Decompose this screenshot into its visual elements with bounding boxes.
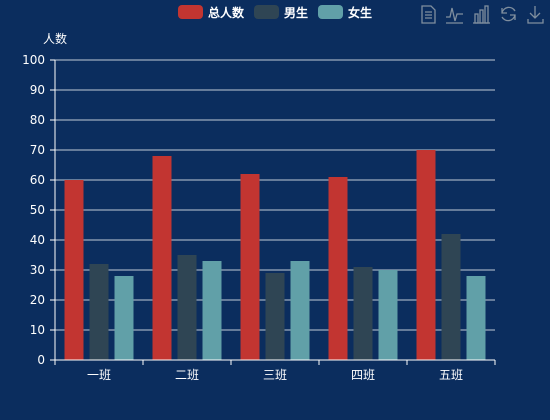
bar-3-5[interactable] (466, 276, 486, 360)
y-tick-label: 10 (30, 323, 45, 337)
bar-3-1[interactable] (114, 276, 134, 360)
legend-swatch (254, 5, 279, 19)
y-tick-label: 70 (30, 143, 45, 157)
bar-1-4[interactable] (328, 177, 348, 360)
x-tick-label: 四班 (351, 368, 375, 382)
legend-swatch (318, 5, 343, 19)
bar-1-3[interactable] (240, 174, 260, 360)
legend-item-2[interactable]: 男生 (254, 5, 308, 20)
bar-2-2[interactable] (177, 255, 197, 360)
legend-label: 总人数 (208, 5, 245, 20)
bar-chart-icon[interactable] (473, 5, 490, 24)
data-view-icon[interactable] (421, 5, 436, 24)
bar-3-4[interactable] (378, 270, 398, 360)
y-tick-label: 100 (22, 53, 45, 67)
bar-1-1[interactable] (64, 180, 84, 360)
y-tick-label: 50 (30, 203, 45, 217)
y-tick-label: 30 (30, 263, 45, 277)
y-tick-label: 0 (37, 353, 45, 367)
toolbox (421, 5, 544, 24)
bar-3-2[interactable] (202, 261, 222, 360)
legend-item-3[interactable]: 女生 (318, 5, 372, 20)
legend-swatch (178, 5, 203, 19)
bar-1-2[interactable] (152, 156, 172, 360)
line-chart-icon[interactable] (446, 7, 463, 24)
y-axis-label: 人数 (43, 31, 67, 46)
legend-label: 女生 (348, 5, 372, 20)
bar-3-3[interactable] (290, 261, 310, 360)
y-tick-label: 90 (30, 83, 45, 97)
legend-item-1[interactable]: 总人数 (178, 5, 245, 20)
x-tick-label: 一班 (87, 368, 111, 382)
bar-2-4[interactable] (353, 267, 373, 360)
y-tick-label: 40 (30, 233, 45, 247)
bar-1-5[interactable] (416, 150, 436, 360)
x-tick-label: 二班 (175, 368, 199, 382)
bar-2-5[interactable] (441, 234, 461, 360)
y-tick-label: 80 (30, 113, 45, 127)
legend: 总人数 男生 女生 (178, 5, 372, 20)
legend-label: 男生 (284, 5, 308, 20)
x-tick-label: 五班 (439, 368, 463, 382)
bar-2-1[interactable] (89, 264, 109, 360)
restore-icon[interactable] (501, 6, 516, 22)
x-tick-label: 三班 (263, 368, 287, 382)
y-tick-label: 20 (30, 293, 45, 307)
axes: 0 10 20 30 40 50 60 70 80 90 100 一班 二班 三班 四班 五班 (22, 53, 496, 382)
bars (64, 150, 486, 360)
y-tick-label: 60 (30, 173, 45, 187)
bar-2-3[interactable] (265, 273, 285, 360)
save-image-icon[interactable] (527, 6, 544, 24)
